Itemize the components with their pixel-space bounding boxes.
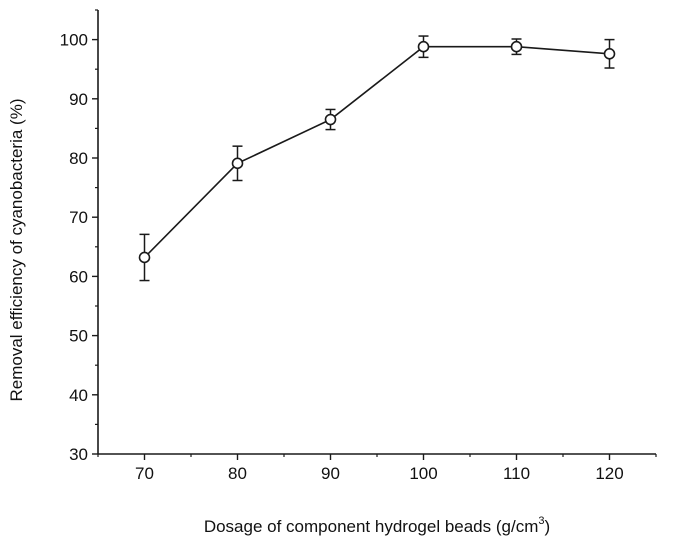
data-point	[417, 40, 430, 53]
x-axis-ticks: 70 80 90 100 110 120	[97, 454, 657, 483]
x-axis-label-superscript: 3	[538, 515, 544, 527]
data-point	[231, 157, 244, 170]
y-tick-label-40: 40	[69, 386, 88, 405]
y-tick-label-60: 60	[69, 267, 88, 286]
y-tick-label-90: 90	[69, 90, 88, 109]
y-tick-label-50: 50	[69, 327, 88, 346]
y-axis-label: Removal efficiency of cyanobacteria (%)	[7, 99, 26, 402]
x-axis-label-suffix: )	[544, 517, 550, 536]
x-tick-label-100: 100	[409, 464, 437, 483]
data-point	[138, 251, 151, 264]
data-point	[603, 48, 616, 60]
x-tick-label-120: 120	[595, 464, 623, 483]
y-tick-label-30: 30	[69, 445, 88, 464]
x-tick-label-90: 90	[321, 464, 340, 483]
y-axis-ticks: 30 40 50 60 70 80 90 100	[60, 9, 98, 464]
x-tick-label-70: 70	[135, 464, 154, 483]
series-line	[143, 45, 610, 259]
data-point	[324, 113, 337, 126]
y-tick-label-80: 80	[69, 149, 88, 168]
data-point	[510, 40, 523, 53]
series	[138, 35, 616, 282]
x-axis-label: Dosage of component hydrogel beads (g/cm…	[204, 515, 550, 536]
x-tick-label-80: 80	[228, 464, 247, 483]
y-tick-label-70: 70	[69, 208, 88, 227]
axes	[97, 10, 656, 455]
x-tick-label-110: 110	[503, 464, 530, 483]
x-axis-label-main: Dosage of component hydrogel beads (g/cm	[204, 517, 539, 536]
y-tick-label-100: 100	[60, 31, 88, 50]
